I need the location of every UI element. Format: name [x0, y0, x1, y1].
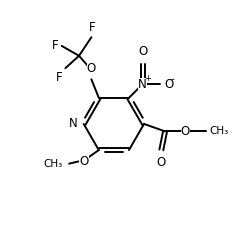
Text: N: N — [138, 78, 147, 91]
Text: O: O — [164, 78, 173, 91]
Text: CH₃: CH₃ — [43, 159, 62, 169]
Text: +: + — [144, 74, 152, 83]
Text: O: O — [87, 62, 96, 75]
Text: O: O — [79, 155, 88, 168]
Text: CH₃: CH₃ — [209, 126, 229, 136]
Text: O: O — [157, 156, 166, 169]
Text: F: F — [56, 71, 63, 84]
Text: F: F — [52, 40, 58, 52]
Text: F: F — [89, 20, 96, 34]
Text: O: O — [138, 45, 147, 58]
Text: O: O — [181, 125, 190, 138]
Text: N: N — [69, 117, 78, 130]
Text: -: - — [170, 74, 174, 84]
